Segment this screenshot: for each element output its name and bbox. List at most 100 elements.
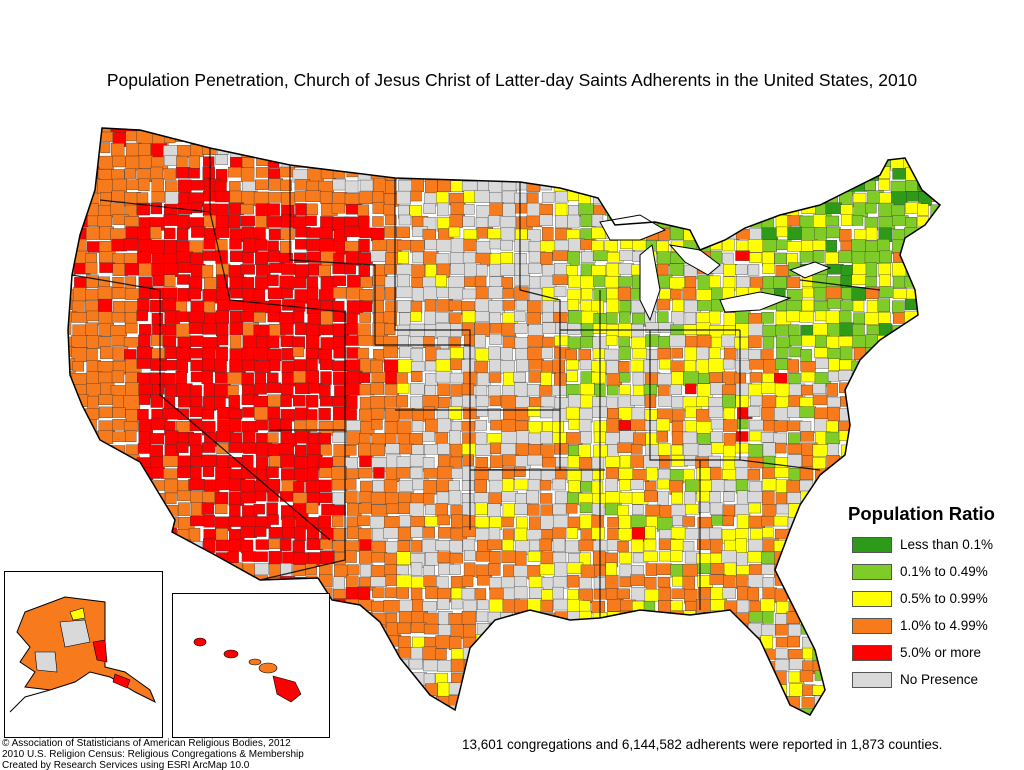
county-cell xyxy=(150,226,162,240)
county-cell xyxy=(555,322,568,334)
county-cell xyxy=(527,504,540,516)
county-cell xyxy=(851,373,866,386)
county-cell xyxy=(176,347,191,362)
county-cell xyxy=(761,516,775,527)
county-cell xyxy=(500,142,513,155)
county-cell xyxy=(306,409,318,421)
county-cell xyxy=(188,432,202,447)
county-cell xyxy=(241,277,255,290)
county-cell xyxy=(592,672,607,687)
county-cell xyxy=(644,622,661,637)
county-cell xyxy=(437,443,450,455)
county-cell xyxy=(865,431,881,446)
county-cell xyxy=(177,214,190,230)
county-cell xyxy=(110,324,127,337)
county-cell xyxy=(514,466,526,477)
county-cell xyxy=(123,253,139,265)
county-cell xyxy=(799,540,812,555)
county-cell xyxy=(268,168,281,180)
county-cell xyxy=(176,442,189,453)
county-cell xyxy=(137,239,153,253)
county-cell xyxy=(618,276,632,287)
county-cell xyxy=(918,454,934,469)
county-cell xyxy=(229,322,245,336)
county-cell xyxy=(513,708,529,715)
county-cell xyxy=(656,706,672,715)
county-cell xyxy=(762,527,774,538)
county-cell xyxy=(436,239,453,252)
county-cell xyxy=(916,468,929,483)
county-cell xyxy=(878,348,892,362)
county-cell xyxy=(97,155,114,170)
county-cell xyxy=(696,179,709,191)
county-cell xyxy=(344,359,361,371)
county-cell xyxy=(190,335,204,347)
county-cell xyxy=(461,421,476,432)
county-cell xyxy=(644,490,658,502)
county-cell xyxy=(539,203,553,217)
county-cell xyxy=(878,179,890,191)
county-cell xyxy=(906,706,918,715)
county-cell xyxy=(112,468,128,481)
county-cell xyxy=(930,130,940,143)
county-cell xyxy=(332,646,350,661)
county-cell xyxy=(877,132,893,147)
county-cell xyxy=(281,263,296,275)
county-cell xyxy=(682,635,696,648)
county-cell xyxy=(305,190,322,202)
county-cell xyxy=(229,503,241,519)
county-cell xyxy=(631,128,644,134)
county-cell xyxy=(202,323,217,335)
county-cell xyxy=(710,563,726,575)
county-cell xyxy=(490,455,504,468)
county-cell xyxy=(605,491,622,504)
county-cell xyxy=(814,300,830,313)
county-cell xyxy=(658,660,674,675)
county-cell xyxy=(448,286,464,300)
county-cell xyxy=(437,144,451,158)
county-cell xyxy=(591,371,606,384)
county-cell xyxy=(72,431,88,444)
county-cell xyxy=(242,180,258,193)
county-cell xyxy=(747,264,760,276)
county-cell xyxy=(474,190,490,203)
county-cell xyxy=(840,214,854,226)
county-cell xyxy=(671,371,684,386)
county-cell xyxy=(294,444,307,458)
county-cell xyxy=(711,647,728,662)
county-cell xyxy=(916,408,933,423)
county-cell xyxy=(188,287,202,300)
county-cell xyxy=(568,310,584,325)
county-cell xyxy=(488,672,500,686)
county-cell xyxy=(68,443,73,459)
county-cell xyxy=(944,119,959,132)
county-cell xyxy=(372,671,387,684)
county-cell xyxy=(709,132,726,143)
county-cell xyxy=(228,214,241,229)
county-cell xyxy=(542,300,556,315)
county-cell xyxy=(801,299,815,312)
county-cell xyxy=(526,312,541,326)
county-cell xyxy=(268,551,282,565)
county-cell xyxy=(656,431,668,443)
county-cell xyxy=(773,420,788,432)
county-cell xyxy=(306,323,321,337)
county-cell xyxy=(813,624,830,638)
county-cell xyxy=(607,528,620,541)
county-cell xyxy=(734,442,750,454)
county-cell xyxy=(162,455,179,467)
county-cell xyxy=(475,420,487,431)
county-cell xyxy=(787,289,803,302)
county-cell xyxy=(669,263,684,276)
county-cell xyxy=(502,300,516,311)
county-cell xyxy=(164,239,178,255)
county-cell xyxy=(801,334,818,347)
county-cell xyxy=(163,227,176,240)
county-cell xyxy=(474,275,487,288)
county-cell xyxy=(645,707,659,715)
county-cell xyxy=(515,144,531,159)
county-cell xyxy=(539,406,554,419)
county-cell xyxy=(357,204,369,216)
county-cell xyxy=(254,360,271,373)
county-cell xyxy=(281,155,296,169)
